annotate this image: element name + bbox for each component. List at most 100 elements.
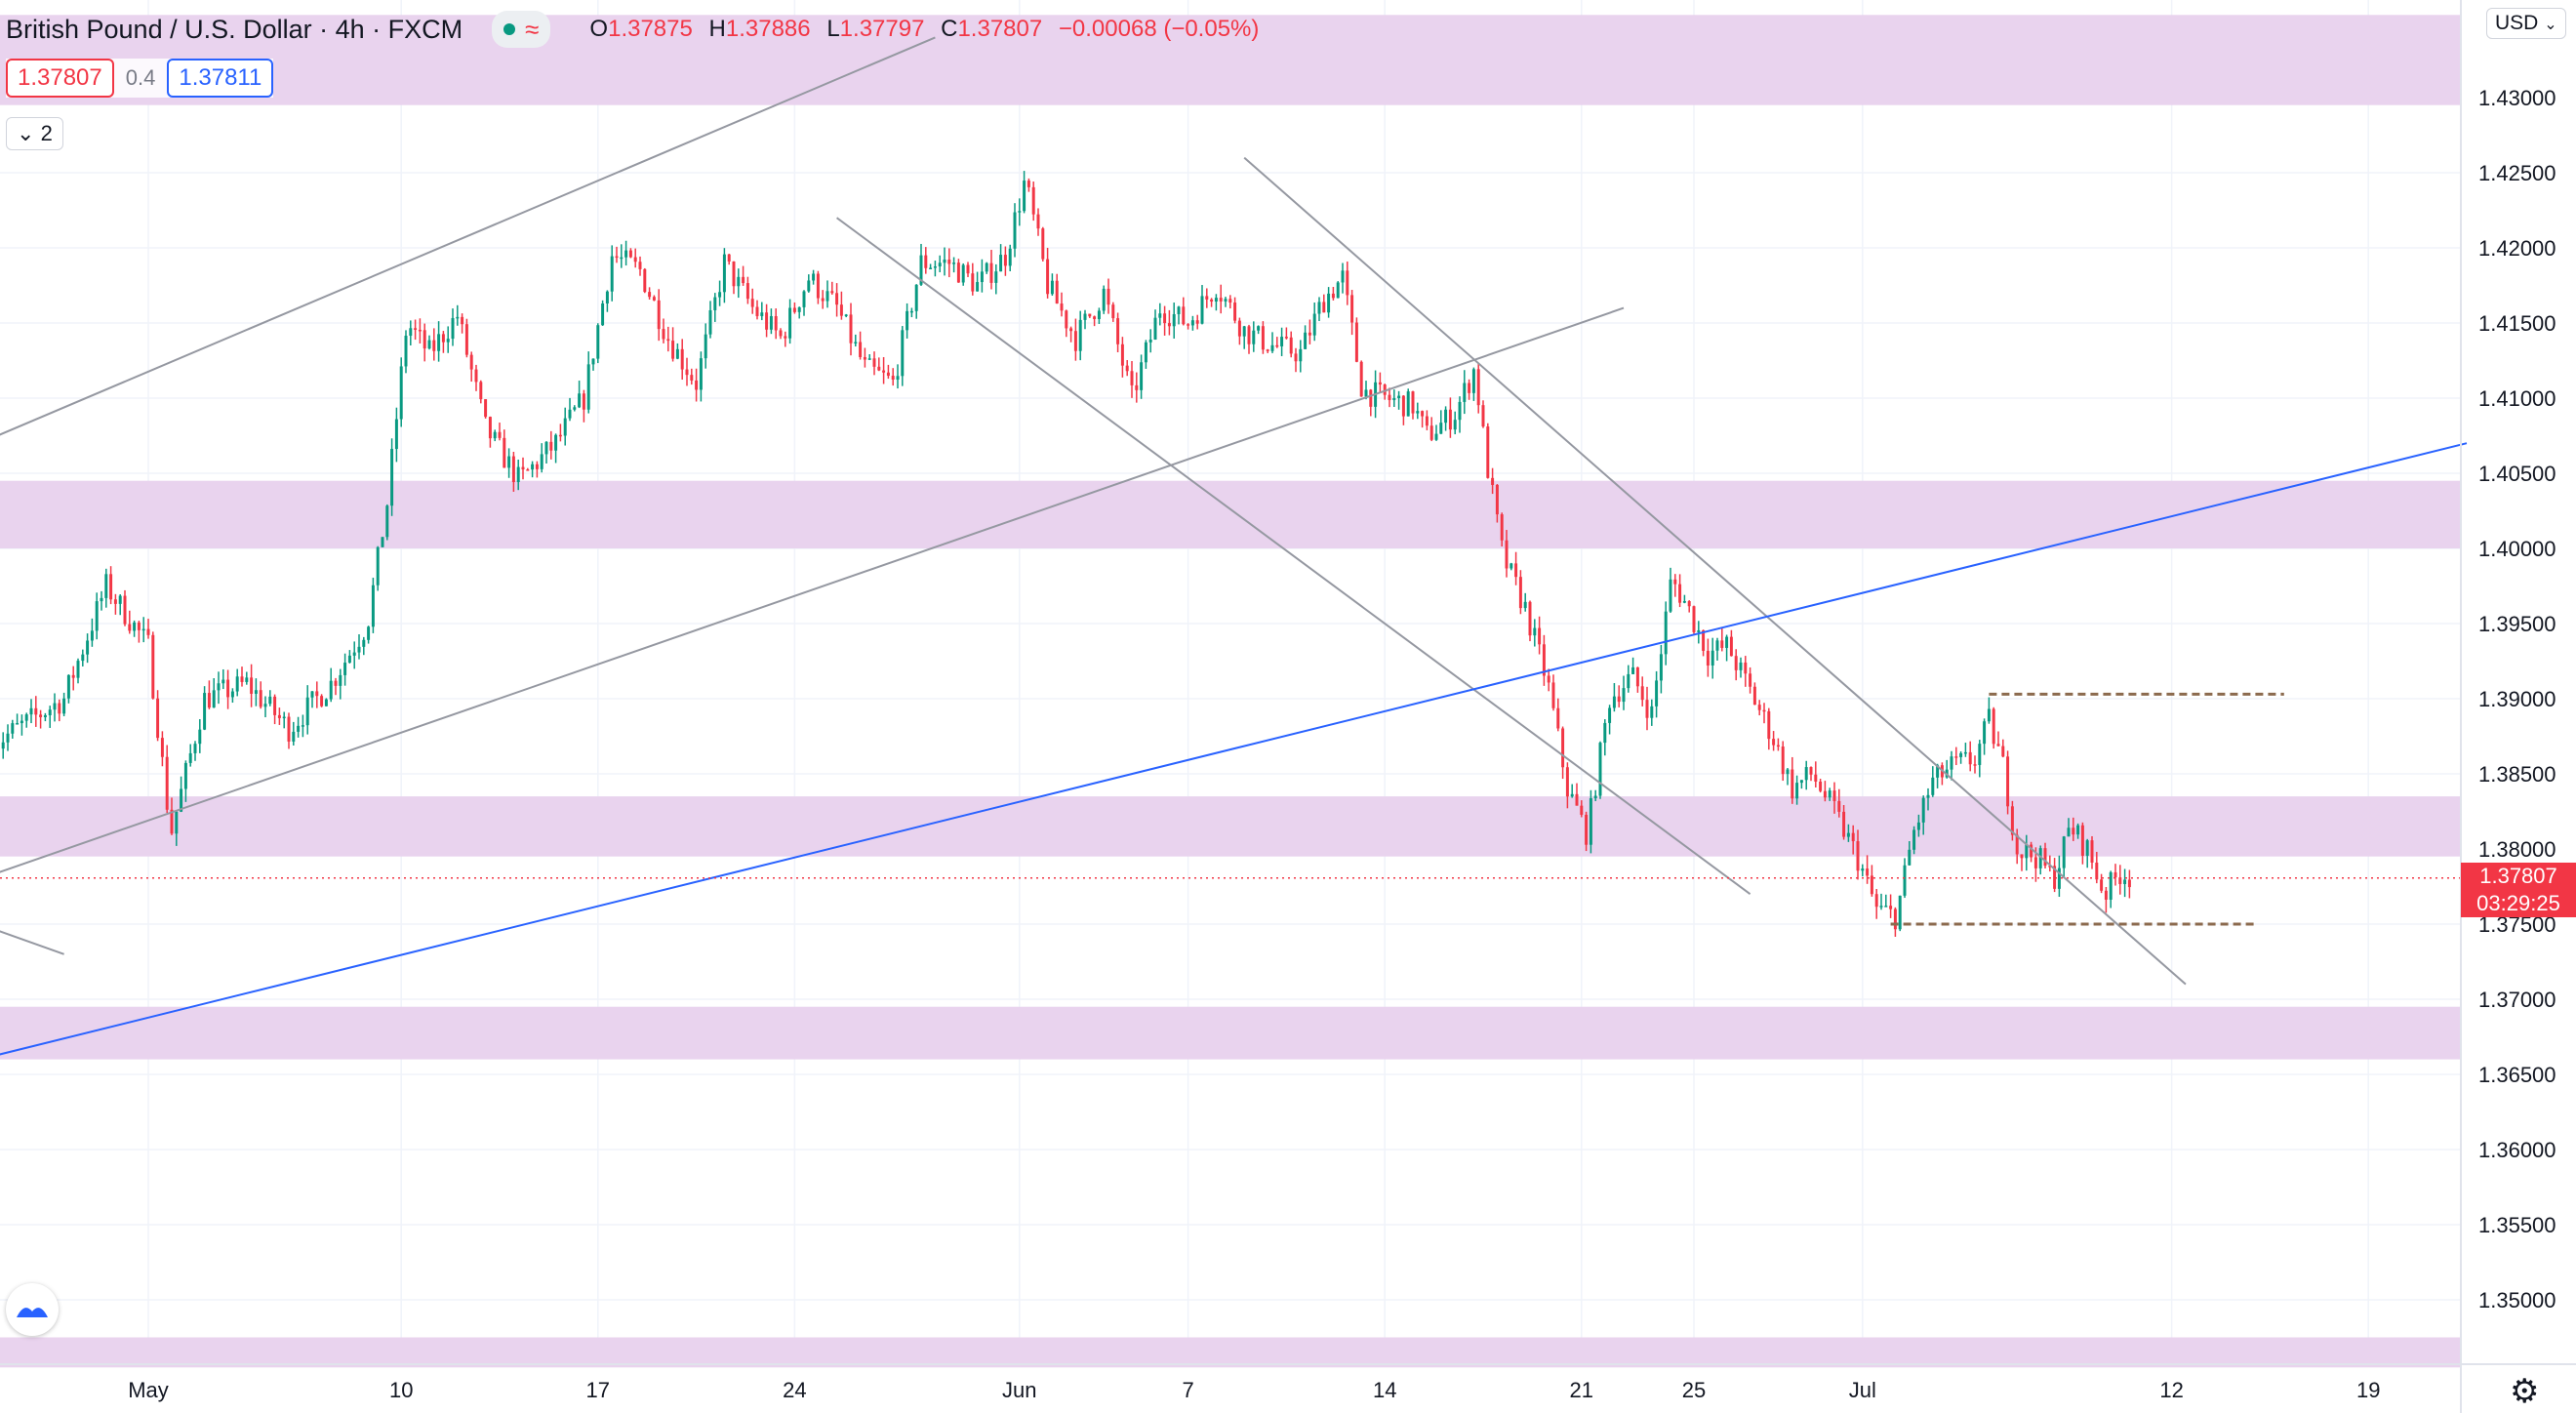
candle-body (2113, 871, 2117, 878)
candle-body (1772, 739, 1776, 746)
candle-body (20, 720, 23, 724)
indicators-toggle-button[interactable]: ⌄ 2 (6, 117, 63, 150)
candle-body (376, 546, 380, 585)
candle-body (788, 307, 792, 339)
candle-body (662, 329, 665, 340)
price-tick-label: 1.41500 (2478, 311, 2556, 336)
trend-line[interactable] (0, 306, 1625, 879)
candle-body (1401, 395, 1405, 417)
candle-body (198, 729, 202, 745)
candle-body (39, 714, 43, 717)
trend-line[interactable] (0, 36, 936, 443)
candle-body (268, 696, 272, 705)
candle-body (1752, 686, 1756, 706)
candle-body (1416, 411, 1420, 414)
candle-body (2053, 866, 2057, 889)
candle-body (695, 380, 699, 390)
candle-body (511, 456, 515, 483)
candle-body (1023, 181, 1026, 212)
candle-body (1163, 313, 1167, 324)
candle-body (671, 341, 675, 359)
candle-body (427, 340, 431, 349)
candle-body (1214, 298, 1218, 303)
candle-body (2033, 857, 2037, 868)
price-tick-label: 1.39000 (2478, 687, 2556, 711)
candle-body (2095, 862, 2099, 880)
buy-button[interactable]: 1.37811 (167, 59, 274, 98)
candle-body (1795, 783, 1799, 799)
candle-body (2127, 879, 2131, 888)
candle-body (1148, 340, 1152, 343)
trend-line[interactable] (0, 442, 2468, 1059)
candle-body (1190, 320, 1194, 326)
candle-body (58, 703, 61, 714)
candle-body (1421, 411, 1425, 417)
chevron-down-icon: ⌄ (17, 121, 35, 145)
candle-body (2048, 866, 2052, 868)
candle-body (830, 291, 834, 294)
candle-body (339, 674, 342, 686)
symbol-title[interactable]: British Pound / U.S. Dollar · 4h · FXCM (6, 14, 463, 44)
candle-body (11, 723, 15, 734)
candle-body (737, 276, 741, 287)
candle-body (90, 630, 94, 641)
candle-body (596, 325, 600, 359)
price-axis[interactable]: 1.43000 1.42500 1.42000 1.41500 1.41000 1.405… (2478, 86, 2556, 1312)
candle-body (1140, 362, 1144, 390)
candle-body (825, 291, 829, 302)
candle-body (1476, 369, 1480, 406)
currency-selector[interactable]: USD ⌄ (2486, 8, 2566, 39)
candle-body (807, 280, 811, 292)
candle-body (2123, 879, 2127, 884)
candle-body (732, 261, 736, 287)
candle-body (886, 372, 890, 377)
candle-body (1354, 322, 1358, 362)
gear-icon[interactable]: ⚙ (2510, 1373, 2540, 1410)
candle-body (573, 407, 577, 410)
candle-body (1889, 906, 1893, 909)
candle-body (1655, 680, 1659, 706)
candle-body (1950, 756, 1953, 770)
trend-line[interactable] (0, 924, 64, 955)
candle-body (1205, 296, 1209, 300)
candle-body (924, 255, 928, 268)
candle-body (1791, 769, 1794, 799)
candle-body (1453, 420, 1457, 430)
candle-body (292, 731, 296, 742)
market-status-pill[interactable]: ≈ (492, 11, 551, 48)
tradingview-logo-icon[interactable] (6, 1283, 59, 1336)
sell-button[interactable]: 1.37807 (6, 59, 114, 98)
candle-body (1565, 767, 1569, 797)
candle-body (240, 676, 244, 682)
candle-body (423, 330, 426, 349)
candle-body (1481, 405, 1485, 427)
candle-body (849, 314, 853, 343)
candle-body (1327, 293, 1331, 313)
change-value: −0.00068 (−0.05%) (1058, 16, 1260, 42)
spread-value: 0.4 (125, 65, 156, 90)
candle-body (324, 699, 328, 706)
candle-body (1055, 280, 1059, 304)
candle-body (347, 655, 351, 664)
candle-body (193, 744, 197, 753)
candle-body (2090, 840, 2094, 863)
chevron-down-icon: ⌄ (2544, 17, 2557, 33)
trend-line[interactable] (836, 217, 1751, 896)
trend-line[interactable] (1243, 156, 2187, 986)
candle-body (1144, 342, 1147, 363)
candle-body (544, 441, 548, 455)
price-tick-label: 1.40000 (2478, 537, 2556, 561)
time-axis[interactable]: May 10 17 24 Jun 7 14 21 25 Jul 12 19 (128, 1378, 2380, 1402)
candle-body (250, 677, 254, 694)
candle-body (1650, 706, 1654, 718)
candle-body (839, 304, 843, 316)
candle-body (43, 714, 47, 717)
price-tick-label: 1.35500 (2478, 1213, 2556, 1237)
candle-body (1842, 811, 1846, 837)
price-tick-label: 1.42000 (2478, 236, 2556, 261)
candle-body (1744, 662, 1748, 674)
price-zone (0, 1006, 2461, 1060)
candle-body (1046, 259, 1050, 295)
candle-body (1219, 298, 1223, 302)
